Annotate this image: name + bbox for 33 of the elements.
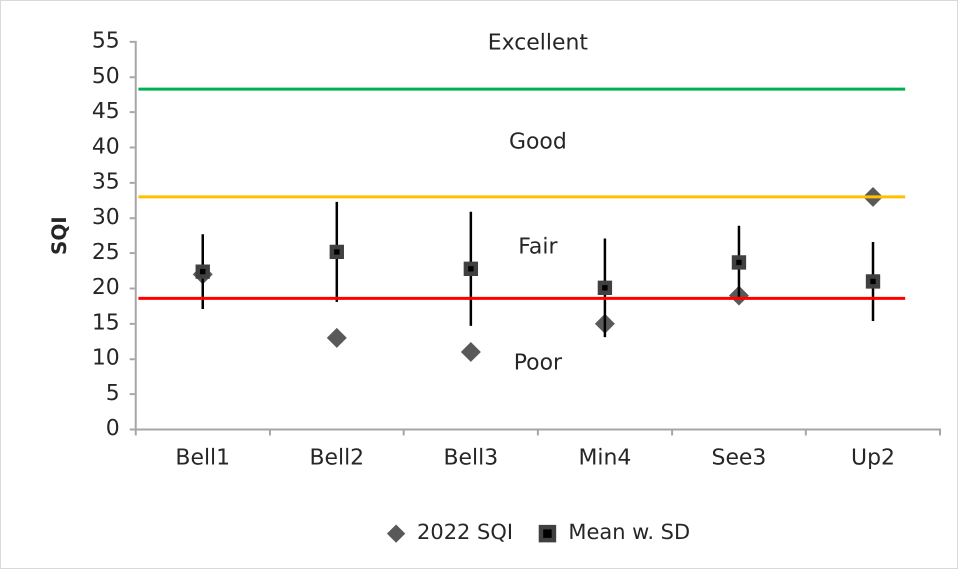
y-tick-label: 20 <box>92 275 120 300</box>
y-tick-label: 10 <box>92 346 120 371</box>
x-tick-label: Min4 <box>578 445 632 470</box>
y-tick-label: 15 <box>92 310 120 336</box>
y-tick-label: 35 <box>92 170 120 195</box>
x-tick-label: See3 <box>712 445 766 470</box>
annotation: Good <box>508 130 567 155</box>
point <box>330 244 344 260</box>
y-tick-label: 45 <box>92 99 120 124</box>
y-tick-label: 50 <box>92 64 120 89</box>
x-tick-label: Bell2 <box>309 445 364 470</box>
y-tick-label: 5 <box>106 380 120 406</box>
point <box>732 255 746 270</box>
point <box>464 262 478 276</box>
y-tick-label: 55 <box>92 28 120 54</box>
annotation: Poor <box>514 350 564 376</box>
x-tick-label: Bell1 <box>175 445 230 470</box>
legend-label: Mean w. SD <box>568 520 690 544</box>
annotation: Excellent <box>488 30 588 56</box>
point <box>866 274 880 289</box>
x-tick-label: Bell3 <box>444 445 498 470</box>
point <box>326 328 347 348</box>
legend-label: 2022 SQI <box>417 520 514 544</box>
x-tick-label: Up2 <box>851 445 895 470</box>
y-tick-label: 25 <box>92 240 120 265</box>
y-tick-label: 30 <box>92 204 120 230</box>
point <box>460 342 481 362</box>
y-tick-label: 40 <box>92 134 120 160</box>
annotation: Fair <box>518 234 558 260</box>
y-tick-label: 0 <box>106 416 120 442</box>
point <box>196 264 210 279</box>
y-axis-title: SQI <box>47 216 72 256</box>
point <box>598 280 612 296</box>
